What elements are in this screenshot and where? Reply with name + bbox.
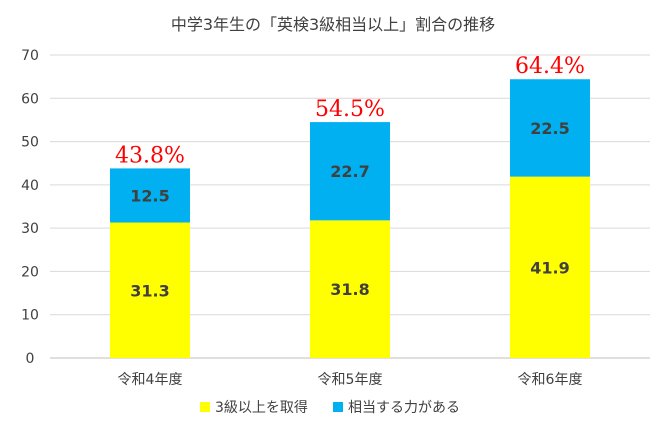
y-tick-label: 0: [26, 351, 35, 367]
legend-swatch: [200, 402, 210, 412]
bars: 31.3 12.5 43.8% 31.8 22.7 54.5% 41.9 22.5 64.4%: [110, 54, 590, 358]
x-axis: 令和4年度 令和5年度 令和6年度: [118, 372, 583, 388]
bar-segment: [510, 176, 590, 358]
y-tick-label: 60: [21, 91, 39, 107]
total-label: 64.4%: [515, 54, 585, 79]
total-label: 54.5%: [315, 97, 385, 122]
legend-entry: 3級以上を取得: [215, 399, 308, 416]
data-label: 41.9: [530, 258, 569, 277]
data-label: 22.7: [330, 162, 369, 181]
y-tick-label: 40: [21, 178, 39, 194]
y-tick-label: 70: [21, 48, 39, 64]
data-label: 31.8: [330, 280, 369, 299]
legend: 3級以上を取得 相当する力がある: [200, 399, 460, 416]
bar-segment: [110, 222, 190, 358]
total-label: 43.8%: [115, 143, 185, 168]
y-tick-label: 20: [21, 264, 39, 280]
bar-segment: [510, 79, 590, 177]
bar-segment: [310, 220, 390, 358]
x-tick-label: 令和4年度: [118, 372, 183, 388]
data-label: 31.3: [130, 281, 169, 300]
chart-title: 中学3年生の「英検3級相当以上」割合の推移: [171, 15, 495, 34]
legend-entry: 相当する力がある: [348, 400, 460, 416]
y-tick-label: 10: [21, 308, 39, 324]
y-axis: 0 10 20 30 40 50 60 70: [21, 48, 39, 367]
data-label: 22.5: [530, 119, 569, 138]
bar-segment: [310, 122, 390, 221]
y-tick-label: 30: [21, 221, 39, 237]
x-tick-label: 令和6年度: [518, 372, 583, 388]
y-tick-label: 50: [21, 135, 39, 151]
data-label: 12.5: [130, 186, 169, 205]
x-tick-label: 令和5年度: [318, 372, 383, 388]
legend-swatch: [333, 402, 343, 412]
bar-segment: [110, 168, 190, 223]
